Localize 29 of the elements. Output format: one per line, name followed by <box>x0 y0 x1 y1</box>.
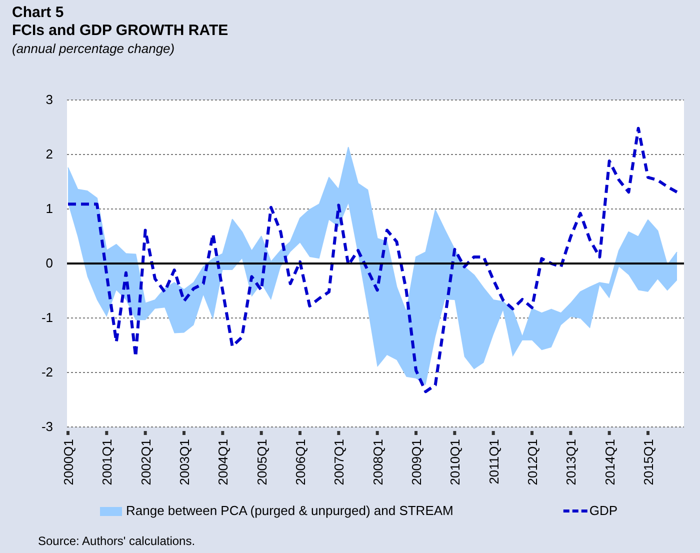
x-tick-label: 2009Q1 <box>409 439 424 486</box>
chart-subtitle: FCIs and GDP GROWTH RATE <box>12 22 228 39</box>
chart-title: Chart 5 <box>12 4 64 21</box>
y-tick-label: 2 <box>46 146 53 162</box>
y-tick-label: 1 <box>46 201 53 216</box>
x-tick-label: 2006Q1 <box>293 439 308 486</box>
y-tick-label: 3 <box>46 92 53 108</box>
y-tick-label: 0 <box>46 256 53 271</box>
x-tick-label: 2015Q1 <box>641 439 656 486</box>
x-tick-label: 2012Q1 <box>525 439 540 486</box>
x-tick-label: 2003Q1 <box>177 439 192 486</box>
legend-label: Range between PCA (purged & unpurged) and STREAM <box>126 503 454 518</box>
x-tick-label: 2005Q1 <box>254 439 270 486</box>
x-tick-label: 2013Q1 <box>564 439 579 486</box>
x-tick-label: 2000Q1 <box>61 439 76 486</box>
y-tick-label: -2 <box>41 364 53 380</box>
y-tick-label: -1 <box>41 310 53 326</box>
x-tick-label: 2014Q1 <box>602 439 618 486</box>
x-tick-label: 2002Q1 <box>138 439 154 486</box>
legend-label: GDP <box>589 503 618 518</box>
x-tick-label: 2010Q1 <box>448 439 463 486</box>
source-note: Source: Authors' calculations. <box>38 534 196 548</box>
y-axis-title: (annual percentage change) <box>12 41 175 56</box>
x-tick-label: 2008Q1 <box>370 439 386 486</box>
x-tick-label: 2011Q1 <box>486 439 502 484</box>
x-tick-label: 2004Q1 <box>216 439 231 486</box>
x-tick-label: 2001Q1 <box>100 439 115 486</box>
y-tick-label: -3 <box>41 419 53 434</box>
x-tick-label: 2007Q1 <box>332 439 347 486</box>
